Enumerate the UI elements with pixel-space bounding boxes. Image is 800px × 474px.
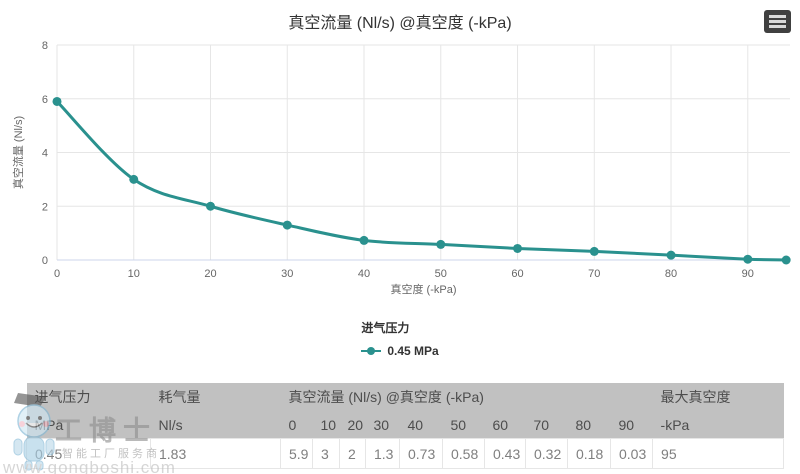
legend-item-label: 0.45 MPa [387,344,439,358]
table-cell: 3 [312,438,340,469]
y-tick-label: 6 [42,94,48,106]
table-col-header: 90 [610,411,653,439]
x-tick-label: 20 [204,268,216,280]
legend: 进气压力 0.45 MPa [0,319,800,358]
x-tick-label: 90 [742,268,754,280]
legend-title: 进气压力 [361,321,410,335]
table-col-header: 50 [442,411,485,439]
data-point-marker[interactable] [743,254,753,264]
table-group-header: 真空流量 (Nl/s) @真空度 (-kPa) [280,383,653,411]
x-tick-label: 40 [358,268,370,280]
chart-title: 真空流量 (Nl/s) @真空度 (-kPa) [288,15,512,32]
table-col-header: Nl/s [150,411,281,439]
data-point-marker[interactable] [282,220,292,230]
table-cell: 0.45 [26,438,151,469]
spec-table: 进气压力 耗气量 真空流量 (Nl/s) @真空度 (-kPa) 最大真空度 MPa Nl… [26,383,785,469]
table-col-header: 30 [365,411,400,439]
data-point-marker[interactable] [513,243,523,253]
table-col-header: 10 [312,411,340,439]
y-tick-label: 2 [42,201,48,213]
plot-area: 0 10 20 30 40 50 60 70 80 90 0 2 4 6 8 真空度 (-kPa) 真空流量 (… [11,40,791,296]
y-tick-label: 8 [42,40,48,52]
x-tick-label: 10 [128,268,140,280]
table-col-header: 70 [525,411,568,439]
x-tick-label: 70 [588,268,600,280]
table-cell: 0.58 [442,438,485,469]
table-col-header: 80 [567,411,611,439]
table-cell: 0.32 [525,438,568,469]
table-group-header: 最大真空度 [652,383,784,411]
data-point-marker[interactable] [359,235,369,245]
data-point-marker[interactable] [206,201,216,211]
table-cell: 1.83 [150,438,281,469]
table-row: 0.45 1.83 5.9 3 2 1.3 0.73 0.58 0.43 0.32 0.18 0.03… [26,438,785,469]
legend-item[interactable]: 0.45 MPa [361,344,439,358]
table-col-header: -kPa [652,411,784,439]
table-cell: 2 [339,438,366,469]
table-group-header: 进气压力 [26,383,151,411]
table-cell: 1.3 [365,438,400,469]
data-point-marker[interactable] [666,250,676,260]
table-col-header: MPa [26,411,151,439]
data-point-marker[interactable] [781,255,791,265]
x-tick-label: 80 [665,268,677,280]
x-tick-label: 30 [281,268,293,280]
data-point-marker[interactable] [589,246,599,256]
table-cell: 0.03 [609,438,654,469]
table-col-header: 0 [280,411,313,439]
table-cell: 0.43 [484,438,526,469]
x-axis-title: 真空度 (-kPa) [391,282,457,296]
table-col-header: 40 [399,411,443,439]
data-point-marker[interactable] [436,239,446,249]
table-cell: 5.9 [280,438,313,469]
y-tick-label: 4 [42,148,48,160]
table-col-header: 20 [339,411,366,439]
x-tick-label: 60 [511,268,523,280]
data-point-marker[interactable] [129,174,139,184]
y-axis-title: 真空流量 (Nl/s) [11,116,25,189]
table-cell: 0.73 [399,438,443,469]
series-marker-icon [361,347,382,355]
y-tick-label: 0 [42,255,48,267]
table-col-header: 60 [484,411,526,439]
x-tick-label: 50 [435,268,447,280]
table-cell: 95 [652,438,785,469]
table-group-header: 耗气量 [150,383,281,411]
data-point-marker[interactable] [52,96,62,106]
x-tick-label: 0 [54,268,60,280]
chart-export-menu-button[interactable] [764,10,791,33]
series-line [55,99,788,262]
table-cell: 0.18 [567,438,611,469]
